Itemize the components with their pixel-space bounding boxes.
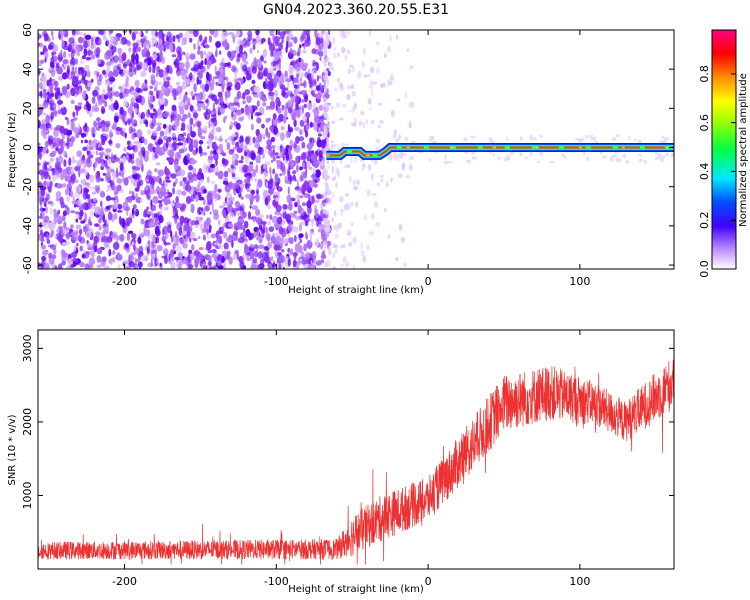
spectrogram-x-tick-label: 100	[569, 275, 590, 288]
snr-x-tick-label: 0	[425, 575, 432, 588]
snr-plot-area	[38, 359, 674, 565]
colorbar-label: Normalized spectral amplitude	[738, 73, 749, 227]
snr-y-label: SNR (10 * v/v)	[7, 414, 18, 485]
snr-y-tick-label: 1000	[21, 482, 34, 510]
spectrogram-y-tick-label: 40	[21, 62, 34, 76]
snr-x-tick-label: -100	[264, 575, 289, 588]
spectrogram-y-tick-label: 60	[21, 23, 34, 37]
spectrogram-y-tick-label: -20	[21, 178, 34, 196]
colorbar-tick-label: 0.0	[698, 260, 711, 278]
snr-x-label: Height of straight line (km)	[288, 584, 424, 595]
colorbar-tick-label: 0.2	[698, 211, 711, 229]
colorbar-tick-label: 0.4	[698, 163, 711, 181]
colorbar: 0.0 0.2 0.4 0.6 0.8 Normalized spectral ampl…	[698, 29, 749, 278]
colorbar-tick-label: 0.6	[698, 114, 711, 132]
snr-x-tick-label: -200	[112, 575, 137, 588]
colorbar-tick-label: 0.8	[698, 65, 711, 83]
spectrogram-y-label: Frequency (Hz)	[7, 112, 18, 188]
snr-y-tick-label: 2000	[21, 408, 34, 436]
spectrogram-x-tick-label: 0	[425, 275, 432, 288]
spectrogram-x-tick-label: -200	[112, 275, 137, 288]
snr-frame	[37, 329, 675, 570]
spectrogram-x-label: Height of straight line (km)	[288, 285, 424, 296]
figure-title: GN04.2023.360.20.55.E31	[263, 2, 449, 18]
spectrogram-frame	[37, 29, 675, 270]
snr-y-tick-label: 3000	[21, 334, 34, 362]
spectrogram-ridge	[326, 143, 674, 160]
snr-panel: -200 -100 0 100 1000 2000 3000 Height of strai…	[7, 329, 675, 595]
spectrogram-noise	[38, 30, 674, 269]
spectrogram-y-tick-label: 20	[21, 101, 34, 115]
spectrogram-y-tick-label: 0	[21, 144, 34, 151]
snr-x-tick-label: 100	[569, 575, 590, 588]
snr-series-line	[38, 359, 674, 565]
spectrogram-image	[38, 30, 674, 269]
snr-axes: -200 -100 0 100 1000 2000 3000	[21, 330, 674, 588]
colorbar-ticks: 0.0 0.2 0.4 0.6 0.8	[698, 65, 736, 278]
colorbar-gradient	[711, 29, 737, 270]
spectrogram-x-tick-label: -100	[264, 275, 289, 288]
spectrogram-y-tick-label: -40	[21, 217, 34, 235]
spectrogram-y-tick-label: -60	[21, 256, 34, 274]
